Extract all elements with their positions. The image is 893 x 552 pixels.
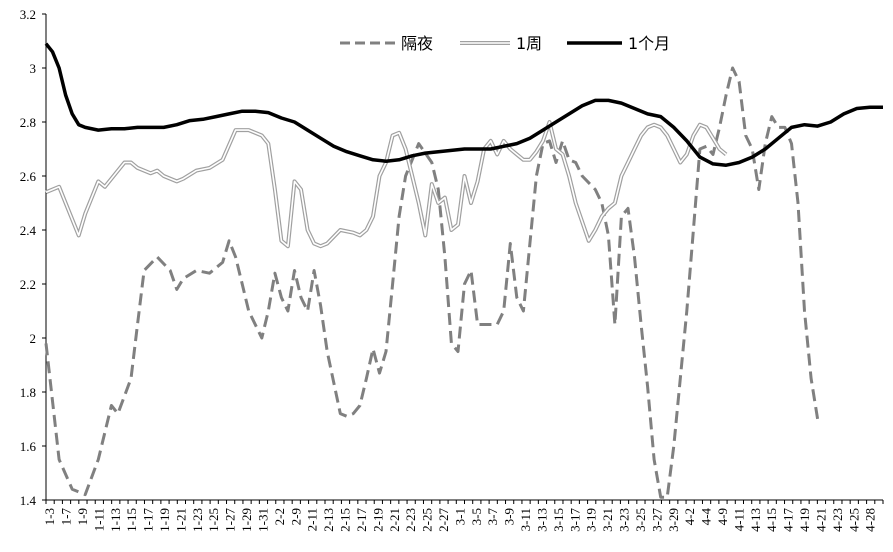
x-tick-label: 4-15 bbox=[764, 508, 779, 532]
x-tick-label: 4-19 bbox=[797, 508, 812, 532]
x-tick-label: 1-15 bbox=[124, 508, 139, 532]
legend: 隔夜 1周 1个月 bbox=[340, 34, 670, 53]
y-tick-label: 1.4 bbox=[20, 493, 37, 508]
x-tick-label: 4-2 bbox=[682, 508, 697, 525]
legend-label: 1周 bbox=[516, 34, 542, 53]
x-tick-label: 4-17 bbox=[781, 508, 796, 532]
x-tick-label: 2-21 bbox=[387, 508, 402, 532]
x-tick-label: 3-25 bbox=[633, 508, 648, 532]
series-overnight-line bbox=[44, 66, 820, 499]
x-tick-label: 1-19 bbox=[157, 508, 172, 532]
y-tick-label: 2 bbox=[30, 331, 37, 346]
y-tick-label: 3 bbox=[30, 61, 37, 76]
y-tick-label: 3.2 bbox=[20, 7, 36, 22]
series-1week-line-outer bbox=[45, 120, 728, 249]
x-tick-label: 2-15 bbox=[338, 508, 353, 532]
legend-label: 隔夜 bbox=[401, 34, 433, 53]
x-tick-label: 4-23 bbox=[830, 508, 845, 532]
x-tick-label: 1-27 bbox=[223, 508, 238, 532]
x-tick-label: 3-29 bbox=[666, 508, 681, 532]
x-tick-label: 4-11 bbox=[731, 508, 746, 531]
x-tick-label: 4-13 bbox=[748, 508, 763, 532]
x-tick-label: 3-17 bbox=[567, 508, 582, 532]
y-tick-label: 2.8 bbox=[20, 115, 36, 130]
y-tick-label: 1.6 bbox=[20, 439, 37, 454]
x-tick-label: 3-21 bbox=[600, 508, 615, 532]
x-tick-label: 1-23 bbox=[190, 508, 205, 532]
x-tick-label: 1-13 bbox=[108, 508, 123, 532]
x-tick-label: 2-23 bbox=[403, 508, 418, 532]
x-tick-label: 1-17 bbox=[141, 508, 156, 532]
x-tick-label: 1-11 bbox=[91, 508, 106, 531]
x-tick-label: 1-3 bbox=[42, 508, 57, 525]
x-tick-label: 3-1 bbox=[452, 508, 467, 525]
x-tick-label: 3-23 bbox=[617, 508, 632, 532]
x-tick-label: 3-5 bbox=[469, 508, 484, 525]
legend-label: 1个月 bbox=[628, 34, 670, 53]
x-tick-label: 3-7 bbox=[485, 508, 500, 526]
axes: 3.232.82.62.42.221.81.61.41-3 1-7 1-9 1-11 1… bbox=[20, 7, 884, 532]
x-tick-label: 4-9 bbox=[715, 508, 730, 525]
x-tick-label: 2-13 bbox=[321, 508, 336, 532]
x-tick-label: 1-25 bbox=[206, 508, 221, 532]
x-tick-label: 3-9 bbox=[502, 508, 517, 525]
x-tick-label: 2-25 bbox=[420, 508, 435, 532]
series-lines bbox=[44, 42, 883, 499]
x-tick-label: 4-25 bbox=[846, 508, 861, 532]
y-tick-label: 2.2 bbox=[20, 277, 36, 292]
x-tick-label: 2-11 bbox=[305, 508, 320, 531]
series-1week-line-inner bbox=[45, 121, 727, 247]
x-tick-label: 1-9 bbox=[75, 508, 90, 525]
x-tick-label: 4-28 bbox=[863, 508, 878, 532]
x-tick-label: 3-15 bbox=[551, 508, 566, 532]
y-tick-label: 2.6 bbox=[20, 169, 37, 184]
x-tick-label: 3-11 bbox=[518, 508, 533, 531]
x-tick-label: 3-19 bbox=[584, 508, 599, 532]
x-tick-label: 4-4 bbox=[699, 508, 714, 526]
x-tick-label: 2-2 bbox=[272, 508, 287, 525]
x-tick-label: 3-27 bbox=[649, 508, 664, 532]
x-tick-label: 2-9 bbox=[288, 508, 303, 525]
x-tick-label: 2-27 bbox=[436, 508, 451, 532]
x-tick-label: 2-17 bbox=[354, 508, 369, 532]
x-tick-label: 4-21 bbox=[813, 508, 828, 532]
x-tick-label: 1-31 bbox=[255, 508, 270, 532]
series-1month-line bbox=[44, 42, 883, 167]
x-tick-label: 3-13 bbox=[534, 508, 549, 532]
x-tick-label: 1-7 bbox=[59, 508, 74, 526]
y-tick-label: 1.8 bbox=[20, 385, 36, 400]
y-tick-label: 2.4 bbox=[20, 223, 37, 238]
x-tick-label: 2-19 bbox=[370, 508, 385, 532]
x-tick-label: 1-29 bbox=[239, 508, 254, 532]
x-tick-label: 1-21 bbox=[173, 508, 188, 532]
